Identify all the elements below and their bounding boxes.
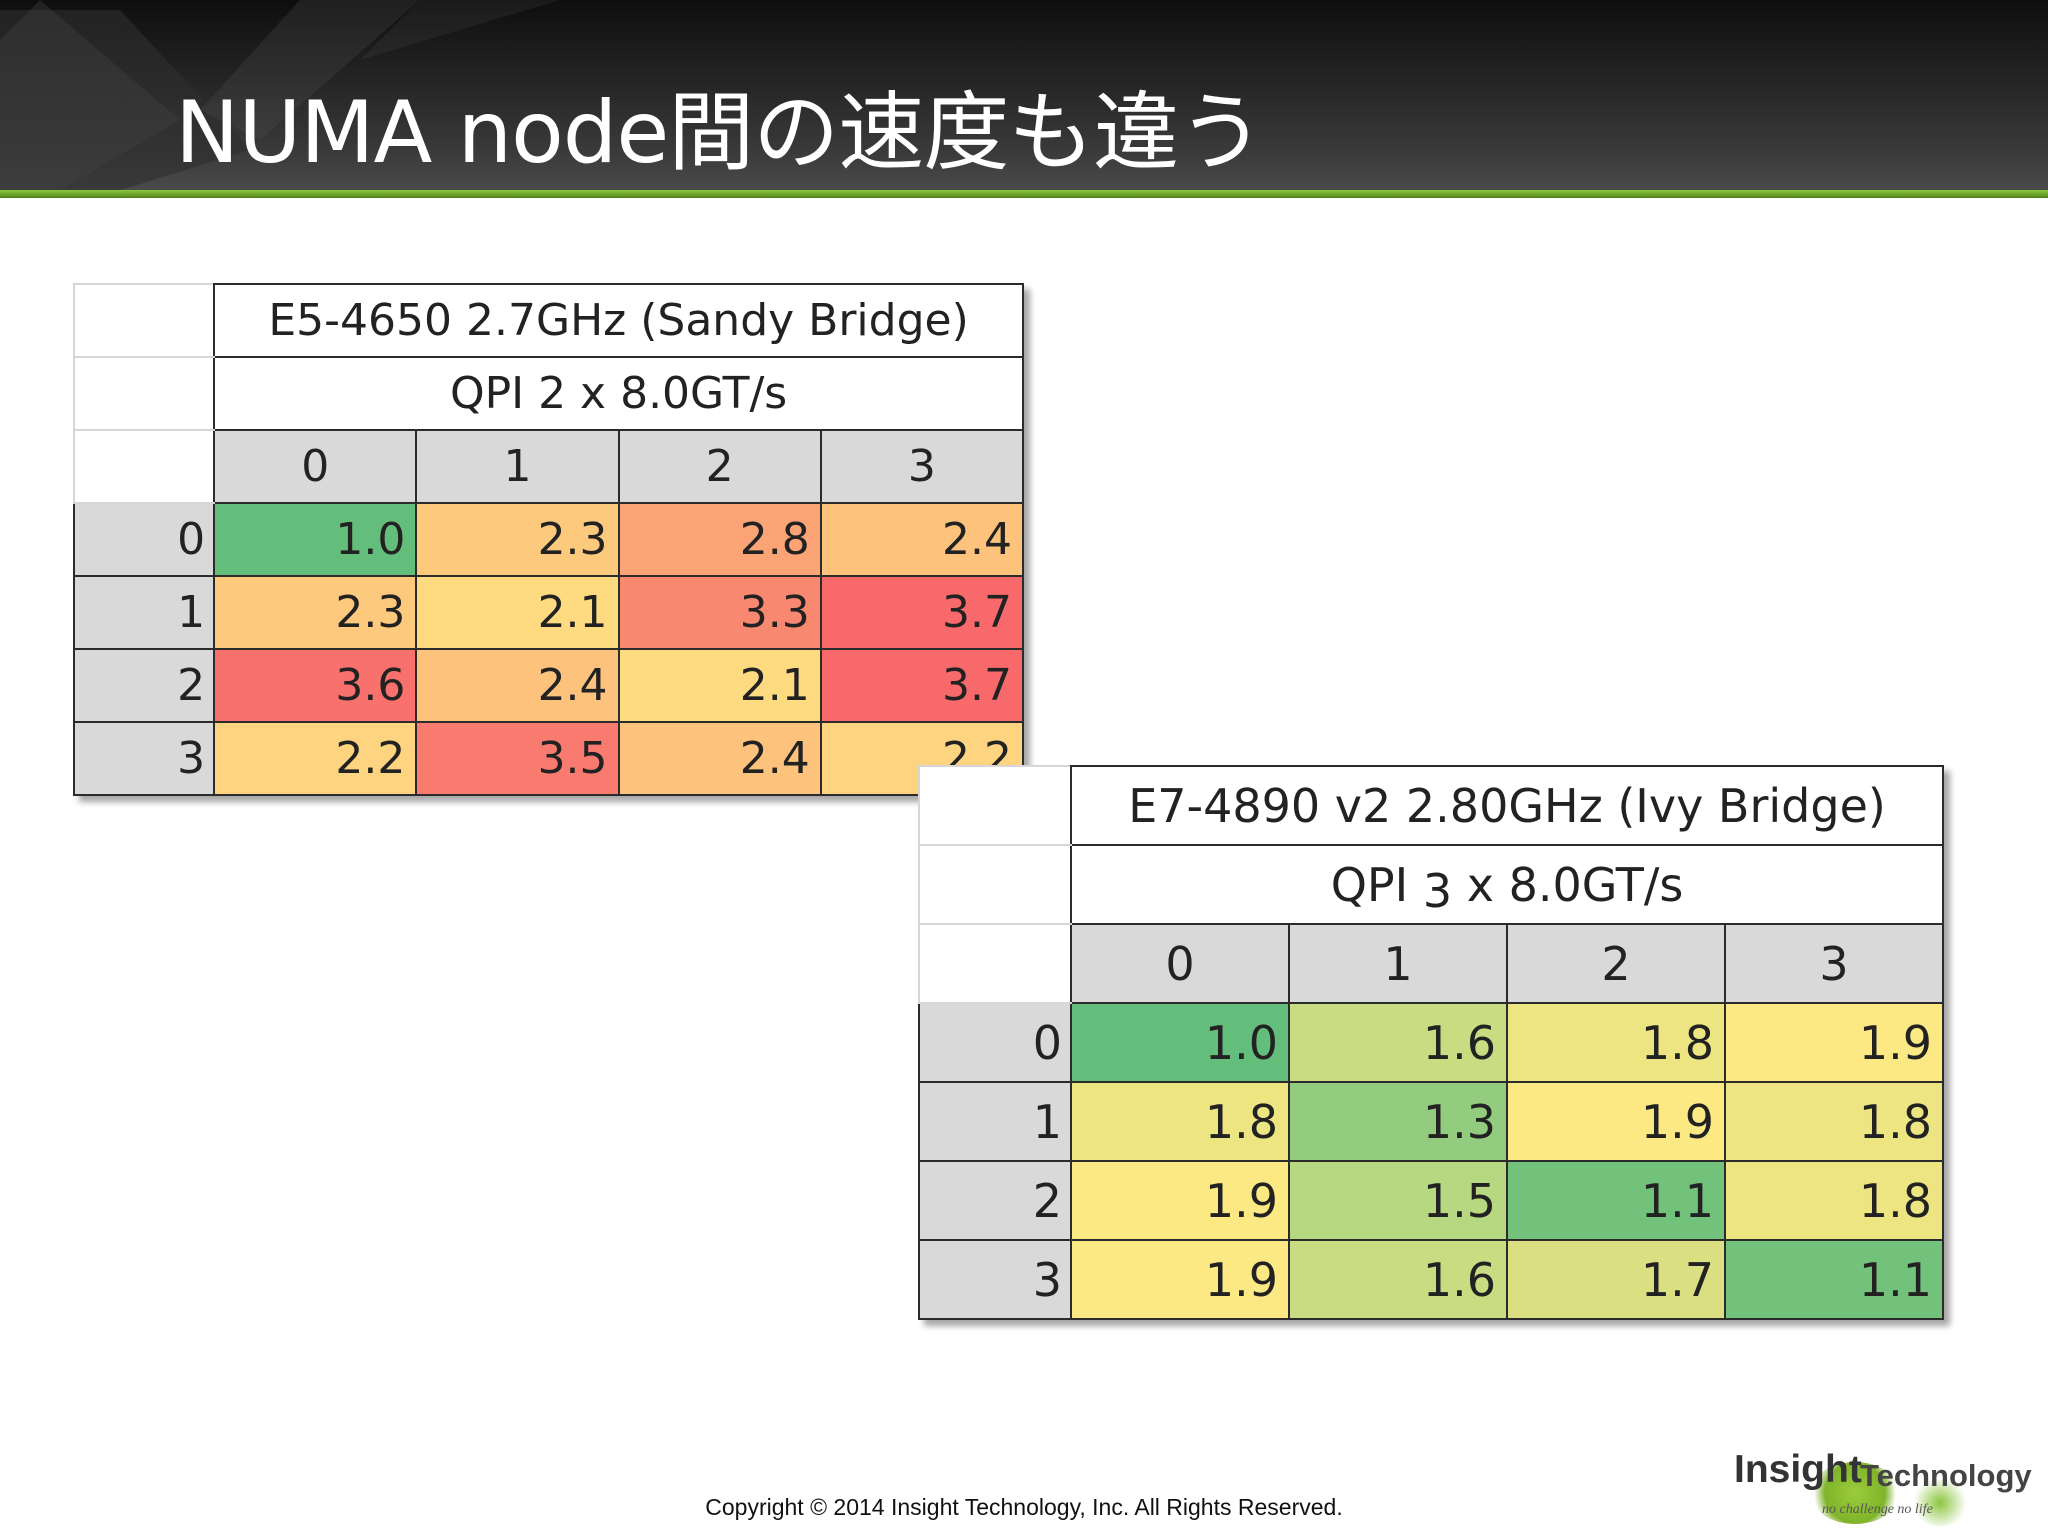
latency-cell: 1.8 — [1506, 1002, 1726, 1083]
corner-cell — [72, 429, 216, 504]
column-header-row: 0 1 2 3 — [918, 923, 1945, 1004]
latency-cell: 1.3 — [1288, 1081, 1508, 1162]
table-row: E5-4650 2.7GHz (Sandy Bridge) — [72, 283, 1024, 358]
table-row: 1 2.3 2.1 3.3 3.7 — [72, 575, 1025, 650]
slide-title: NUMA node間の速度も違う — [175, 83, 1264, 183]
qpi-suffix: x 8.0GT/s — [1452, 857, 1684, 912]
header-accent-line — [0, 190, 2048, 198]
table-row: 0 1.0 2.3 2.8 2.4 — [72, 502, 1025, 577]
latency-cell: 1.9 — [1070, 1239, 1290, 1320]
column-header: 2 — [617, 429, 822, 504]
latency-cell: 2.4 — [617, 721, 822, 796]
row-header: 3 — [918, 1239, 1072, 1320]
latency-cell: 1.9 — [1506, 1081, 1726, 1162]
column-header: 0 — [1070, 923, 1290, 1004]
latency-cell: 1.8 — [1723, 1160, 1945, 1241]
latency-cell: 1.8 — [1723, 1081, 1945, 1162]
table-row: 2 3.6 2.4 2.1 3.7 — [72, 648, 1025, 723]
latency-cell: 1.0 — [1070, 1002, 1290, 1083]
table-row: 2 1.9 1.5 1.1 1.8 — [918, 1160, 1945, 1241]
corner-cell — [918, 765, 1072, 846]
latency-cell: 2.3 — [213, 575, 418, 650]
qpi-link-count: 3 — [1422, 863, 1453, 918]
latency-cell: 1.0 — [213, 502, 418, 577]
title-bar: NUMA node間の速度も違う — [0, 0, 2048, 190]
cpu-model-header: E7-4890 v2 2.80GHz (Ivy Bridge) — [1069, 765, 1945, 846]
logo-splash — [1910, 1480, 1970, 1526]
table-row: E7-4890 v2 2.80GHz (Ivy Bridge) — [918, 765, 1945, 846]
numa-table-sandy-bridge: E5-4650 2.7GHz (Sandy Bridge) QPI 2 x 8.… — [72, 283, 1025, 796]
latency-cell: 2.4 — [415, 648, 620, 723]
table-row: 3 2.2 3.5 2.4 2.2 — [72, 721, 1025, 796]
corner-cell — [918, 923, 1072, 1004]
column-header: 2 — [1506, 923, 1726, 1004]
row-header: 2 — [918, 1160, 1072, 1241]
header-decoration — [0, 0, 560, 190]
column-header-row: 0 1 2 3 — [72, 429, 1025, 504]
column-header: 1 — [415, 429, 620, 504]
latency-cell: 1.1 — [1723, 1239, 1945, 1320]
latency-cell: 1.7 — [1506, 1239, 1726, 1320]
table-row: 1 1.8 1.3 1.9 1.8 — [918, 1081, 1945, 1162]
latency-cell: 2.3 — [415, 502, 620, 577]
numa-table-ivy-bridge: E7-4890 v2 2.80GHz (Ivy Bridge) QPI 3 x … — [918, 765, 1945, 1320]
latency-cell: 3.3 — [617, 575, 822, 650]
latency-cell: 1.6 — [1288, 1002, 1508, 1083]
column-header: 0 — [213, 429, 418, 504]
latency-cell: 1.1 — [1506, 1160, 1726, 1241]
latency-cell: 3.6 — [213, 648, 418, 723]
latency-cell: 1.9 — [1070, 1160, 1290, 1241]
column-header: 3 — [1723, 923, 1945, 1004]
table-row: 0 1.0 1.6 1.8 1.9 — [918, 1002, 1945, 1083]
row-header: 0 — [918, 1002, 1072, 1083]
latency-cell: 1.5 — [1288, 1160, 1508, 1241]
corner-cell — [72, 356, 216, 431]
row-header: 3 — [72, 721, 216, 796]
latency-cell: 2.4 — [819, 502, 1025, 577]
table-row: 3 1.9 1.6 1.7 1.1 — [918, 1239, 1945, 1320]
logo-tagline: no challenge no life — [1822, 1502, 1933, 1517]
corner-cell — [72, 283, 216, 358]
latency-cell: 2.1 — [415, 575, 620, 650]
table-row: QPI 3 x 8.0GT/s — [918, 844, 1945, 925]
latency-cell: 1.6 — [1288, 1239, 1508, 1320]
latency-cell: 2.1 — [617, 648, 822, 723]
logo-word-technology: Technology — [1860, 1458, 2032, 1493]
latency-cell: 3.7 — [819, 648, 1025, 723]
corner-cell — [918, 844, 1072, 925]
latency-cell: 3.7 — [819, 575, 1025, 650]
latency-cell: 1.8 — [1070, 1081, 1290, 1162]
row-header: 1 — [72, 575, 216, 650]
latency-cell: 2.2 — [213, 721, 418, 796]
row-header: 2 — [72, 648, 216, 723]
column-header: 1 — [1288, 923, 1508, 1004]
cpu-model-header: E5-4650 2.7GHz (Sandy Bridge) — [213, 283, 1024, 358]
row-header: 0 — [72, 502, 216, 577]
row-header: 1 — [918, 1081, 1072, 1162]
latency-cell: 1.9 — [1723, 1002, 1945, 1083]
column-header: 3 — [819, 429, 1025, 504]
qpi-prefix: QPI — [1330, 857, 1423, 912]
table-row: QPI 2 x 8.0GT/s — [72, 356, 1024, 431]
logo-word-insight: Insight — [1734, 1448, 1862, 1491]
qpi-header: QPI 3 x 8.0GT/s — [1069, 844, 1945, 925]
copyright-notice: Copyright © 2014 Insight Technology, Inc… — [705, 1494, 1343, 1520]
company-logo: Insight Technology no challenge no life — [1730, 1440, 2032, 1530]
latency-cell: 3.5 — [415, 721, 620, 796]
qpi-header: QPI 2 x 8.0GT/s — [213, 356, 1024, 431]
latency-cell: 2.8 — [617, 502, 822, 577]
logo-splash — [1810, 1462, 1900, 1524]
